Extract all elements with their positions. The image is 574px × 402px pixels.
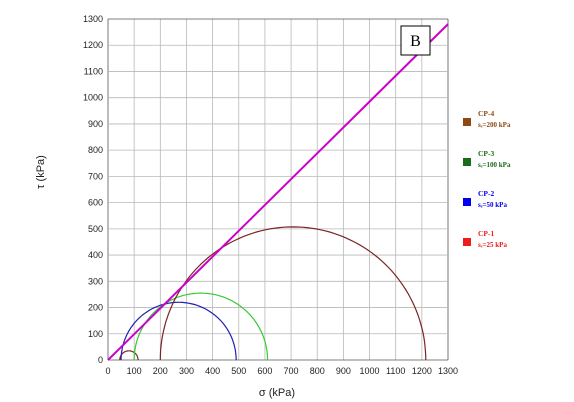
y-tick-label: 1300 [83, 14, 103, 24]
y-tick-label: 200 [88, 303, 103, 313]
y-tick-label: 0 [98, 355, 103, 365]
legend-series-name: CP-1 [478, 229, 494, 238]
legend-swatch [463, 118, 471, 126]
y-axis-label: τ (kPa) [35, 155, 47, 189]
failure-envelope [107, 23, 449, 361]
legend-series-subtitle: sₑ=50 kPa [478, 201, 507, 209]
legend-series-subtitle: sₑ=25 kPa [478, 241, 507, 249]
panel-label-box: B [400, 25, 431, 56]
x-tick-label: 100 [127, 366, 142, 376]
x-tick-label: 600 [257, 366, 272, 376]
panel-label: B [410, 33, 421, 50]
mohr-circle [119, 350, 139, 360]
failure-envelope-line [107, 23, 449, 361]
mohr-circle [120, 301, 237, 361]
x-axis-label: σ (kPa) [259, 387, 295, 399]
y-tick-labels: 0 100 200 300 400 500 600 700 800 900 1000 1100 1200… [83, 14, 103, 365]
x-tick-label: 500 [231, 366, 246, 376]
y-tick-label: 600 [88, 198, 103, 208]
x-tick-label: 1200 [412, 366, 432, 376]
legend-swatch [463, 158, 471, 166]
x-tick-labels: 0 100 200 300 400 500 600 700 800 900 1000 1100 1200… [105, 366, 458, 376]
y-tick-label: 100 [88, 329, 103, 339]
y-tick-label: 300 [88, 276, 103, 286]
legend-swatch [463, 198, 471, 206]
legend-swatch [463, 238, 471, 246]
x-tick-label: 800 [310, 366, 325, 376]
legend-series-name: CP-4 [478, 109, 494, 118]
y-tick-label: 800 [88, 145, 103, 155]
legend-series-name: CP-2 [478, 189, 494, 198]
mohr-circle [133, 292, 269, 360]
panel-label-frame [400, 25, 431, 56]
y-tick-label: 1100 [84, 66, 103, 76]
y-tick-label: 700 [88, 171, 103, 181]
x-tick-label: 0 [105, 366, 110, 376]
legend-series-subtitle: sₑ=100 kPa [478, 161, 511, 169]
x-tick-label: 1100 [386, 366, 405, 376]
y-tick-label: 900 [88, 119, 103, 129]
x-tick-label: 1000 [360, 366, 380, 376]
x-tick-label: 1300 [438, 366, 458, 376]
legend-series-subtitle: sₑ=200 kPa [478, 121, 511, 129]
mohr-circle [159, 226, 427, 361]
y-tick-label: 1000 [83, 93, 103, 103]
legend: CP-4 sₑ=200 kPa CP-3 sₑ=100 kPa CP-2 sₑ=50 kP… [463, 109, 511, 249]
y-tick-label: 1200 [83, 40, 103, 50]
y-tick-label: 500 [88, 224, 103, 234]
x-tick-label: 400 [205, 366, 220, 376]
y-tick-label: 400 [88, 250, 103, 260]
mohr-circles [119, 226, 427, 361]
x-tick-label: 200 [153, 366, 168, 376]
x-tick-label: 900 [336, 366, 351, 376]
x-tick-label: 300 [179, 366, 194, 376]
x-tick-label: 700 [284, 366, 299, 376]
legend-series-name: CP-3 [478, 149, 494, 158]
